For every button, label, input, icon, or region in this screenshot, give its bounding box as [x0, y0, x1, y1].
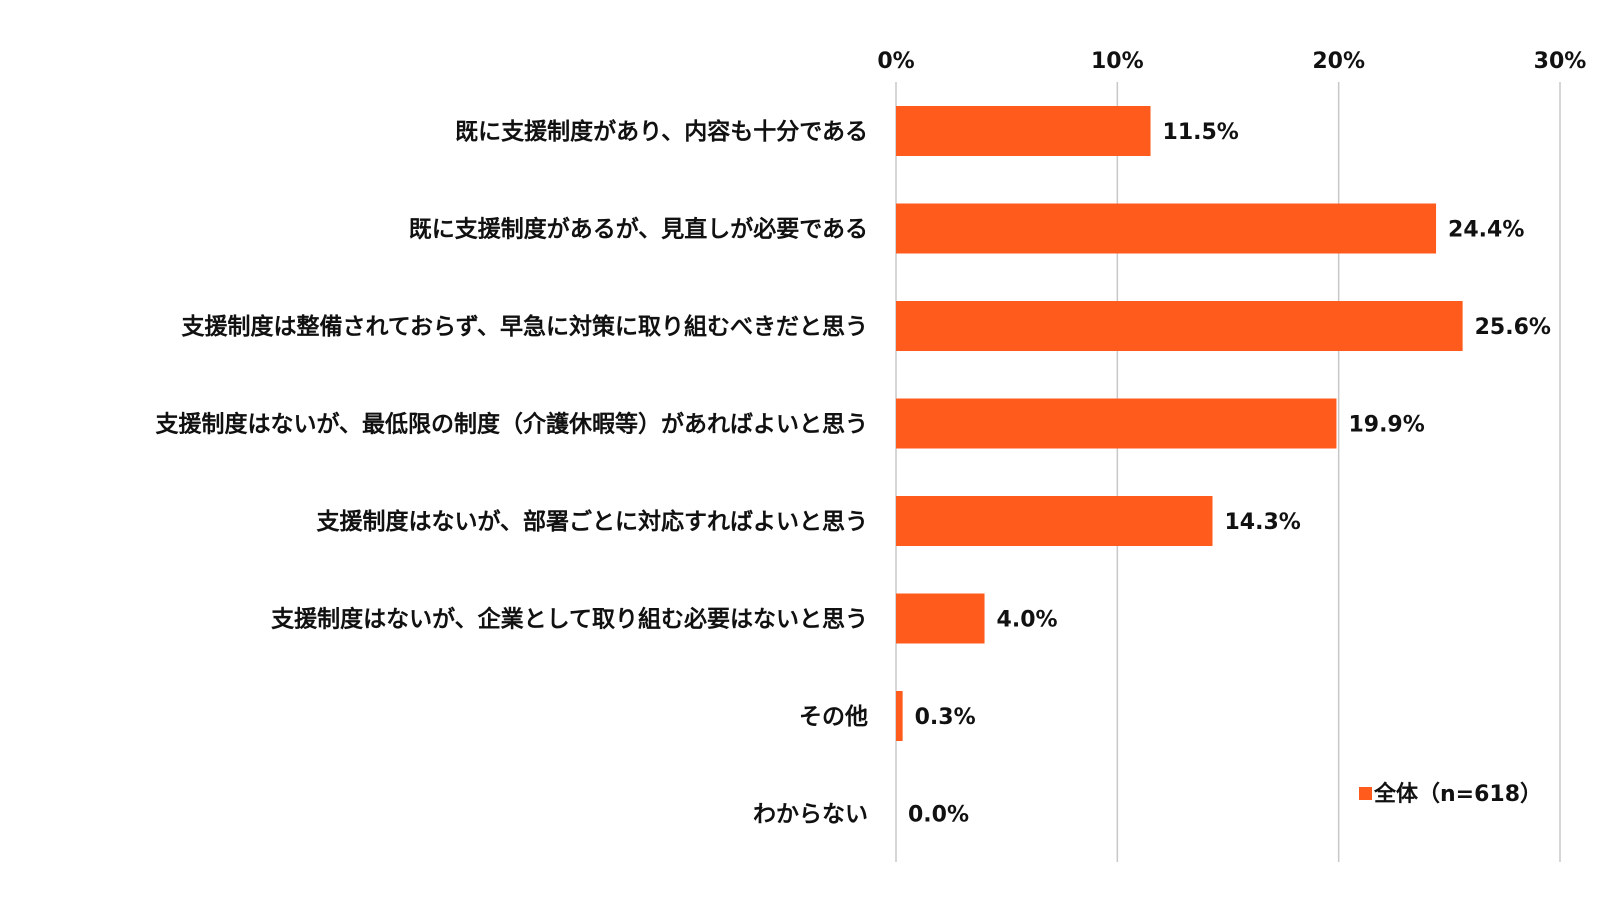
gridlines [895, 82, 1561, 862]
data-labels: 11.5% 24.4% 25.6% 19.9% 14.3% 4.0% 0.3% 0.0% [908, 120, 1551, 828]
bar [896, 691, 903, 741]
category-label: 既に支援制度があり、内容も十分である [455, 118, 868, 145]
category-label: 支援制度はないが、企業として取り組む必要はないと思う [270, 606, 868, 633]
category-label: わからない [753, 802, 868, 828]
category-label: 支援制度はないが、最低限の制度（介護休暇等）があればよいと思う [154, 411, 868, 438]
category-label: 支援制度はないが、部署ごとに対応すればよいと思う [315, 508, 868, 535]
legend-label: 全体（n=618） [1373, 781, 1542, 807]
data-label: 24.4% [1448, 218, 1524, 243]
x-tick-label: 10% [1091, 49, 1144, 74]
bar [896, 496, 1213, 546]
bar [896, 398, 1337, 449]
category-label: 支援制度は整備されておらず、早急に対策に取り組むべきだと思う [180, 313, 868, 340]
data-label: 0.0% [908, 803, 969, 828]
category-label: 既に支援制度があるが、見直しが必要である [409, 216, 868, 243]
bars [896, 106, 1463, 741]
category-label: その他 [799, 704, 868, 730]
data-label: 0.3% [915, 705, 976, 730]
bar [896, 593, 985, 644]
legend: 全体（n=618） [1359, 781, 1542, 807]
x-axis-ticks: 0% 10% 20% 30% [877, 49, 1586, 74]
category-labels: 既に支援制度があり、内容も十分である既に支援制度があるが、見直しが必要である支援… [154, 118, 868, 828]
data-label: 19.9% [1348, 413, 1424, 438]
data-label: 14.3% [1225, 510, 1301, 535]
bar [896, 301, 1463, 351]
data-label: 25.6% [1475, 315, 1551, 340]
data-label: 4.0% [997, 608, 1058, 633]
legend-swatch [1359, 787, 1372, 800]
bar [896, 106, 1151, 156]
bar [896, 203, 1437, 254]
x-tick-label: 20% [1312, 49, 1365, 74]
x-tick-label: 30% [1534, 49, 1587, 74]
data-label: 11.5% [1163, 120, 1239, 145]
x-tick-label: 0% [877, 49, 914, 74]
